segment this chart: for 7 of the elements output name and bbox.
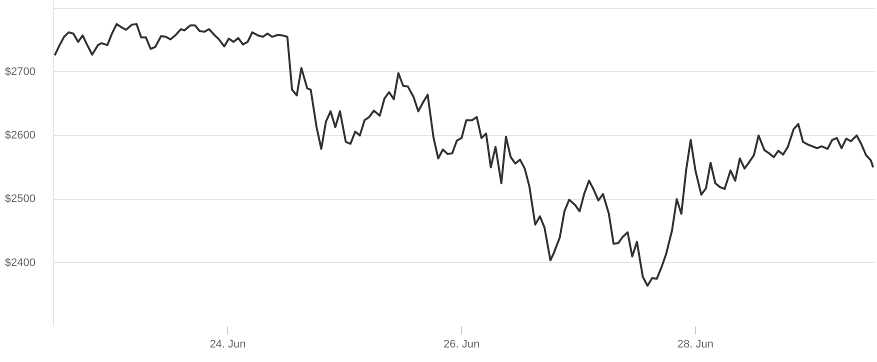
y-tick-label: $2700 — [4, 66, 36, 78]
y-tick-label: $2600 — [4, 129, 36, 142]
x-tick-label: 24. Jun — [210, 338, 246, 350]
y-tick-label: $2400 — [4, 256, 36, 269]
x-tick-label: 26. Jun — [444, 338, 480, 350]
x-tick-label: 28. Jun — [677, 338, 714, 350]
y-tick-label: $2500 — [4, 193, 36, 206]
